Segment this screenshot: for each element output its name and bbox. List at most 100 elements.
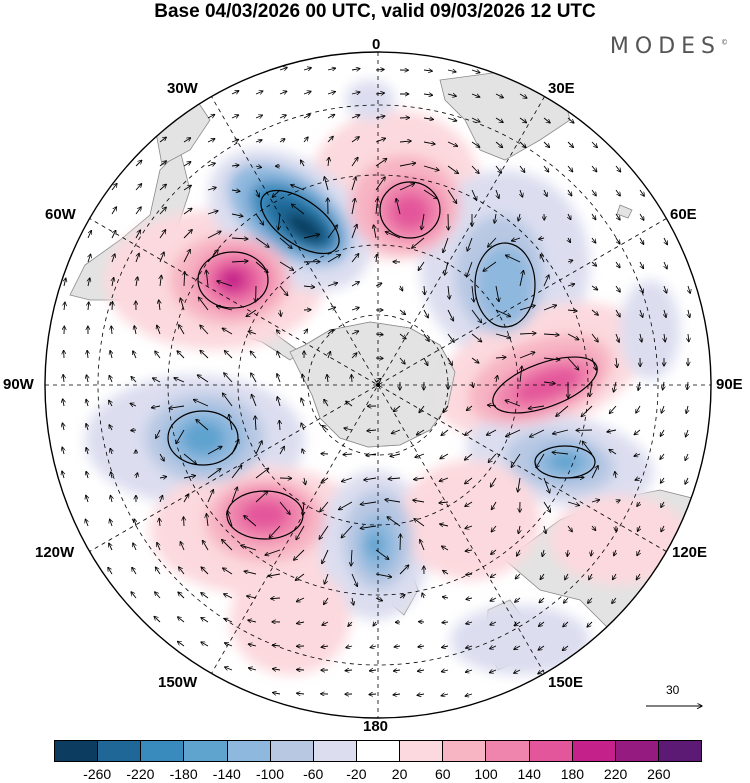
wind-vector bbox=[302, 374, 304, 383]
wind-vector bbox=[198, 297, 209, 311]
wind-vector bbox=[447, 141, 458, 146]
wind-vector bbox=[231, 115, 239, 118]
wind-vector bbox=[394, 646, 401, 647]
wind-vector bbox=[304, 329, 308, 335]
meridian-120e-60w bbox=[89, 218, 667, 552]
wind-vector bbox=[157, 542, 160, 551]
wind-vector bbox=[543, 501, 551, 512]
wind-vector bbox=[591, 466, 598, 479]
wind-vector bbox=[327, 92, 335, 95]
wind-vector bbox=[609, 449, 617, 455]
wind-vector bbox=[301, 160, 305, 167]
wind-vector bbox=[112, 254, 115, 263]
wind-vector bbox=[255, 491, 268, 503]
wind-vector bbox=[592, 525, 596, 531]
wind-vector bbox=[207, 469, 221, 479]
wind-vector bbox=[183, 138, 191, 143]
wind-vector bbox=[135, 207, 141, 215]
pale-pos-patch-150e bbox=[400, 460, 540, 580]
wind-vector bbox=[255, 416, 256, 431]
wind-vector bbox=[341, 477, 353, 482]
wind-vector bbox=[447, 333, 454, 342]
wind-vector bbox=[364, 478, 377, 480]
wind-vector bbox=[416, 429, 425, 435]
wind-vector bbox=[393, 405, 401, 412]
wind-vector bbox=[664, 261, 667, 269]
colorbar-swatch bbox=[400, 741, 444, 761]
wind-vector bbox=[62, 447, 64, 455]
wind-vector bbox=[135, 253, 139, 263]
wind-vector bbox=[88, 278, 90, 287]
wind-vector bbox=[582, 441, 593, 455]
lon-label-90w: 90W bbox=[3, 376, 34, 393]
wind-vector bbox=[491, 549, 497, 554]
wind-vector bbox=[351, 224, 357, 239]
wind-vector bbox=[540, 573, 545, 580]
wind-vector bbox=[351, 549, 352, 566]
pos-core-140w bbox=[241, 500, 289, 530]
wind-vector bbox=[375, 334, 383, 335]
wind-vector bbox=[345, 670, 353, 671]
wind-vector bbox=[660, 453, 665, 459]
wind-vector bbox=[467, 261, 473, 277]
wind-vector bbox=[447, 309, 454, 321]
wind-vector bbox=[490, 646, 497, 649]
wind-vector bbox=[351, 573, 357, 587]
wind-vector bbox=[539, 597, 545, 603]
wind-vector bbox=[615, 333, 619, 342]
wind-vector bbox=[269, 525, 281, 538]
wind-vector bbox=[110, 519, 112, 527]
wind-vector bbox=[423, 165, 439, 170]
wind-vector bbox=[279, 446, 284, 455]
wind-vector bbox=[505, 400, 521, 407]
wind-vector bbox=[280, 309, 281, 316]
wind-vector bbox=[248, 644, 257, 646]
wind-vector bbox=[391, 429, 401, 434]
wind-vector bbox=[488, 453, 497, 463]
wind-vector bbox=[109, 375, 112, 383]
wind-vector bbox=[465, 477, 473, 484]
pos-core-90e bbox=[514, 367, 582, 403]
wind-vector bbox=[327, 225, 337, 239]
wind-vector bbox=[304, 477, 306, 485]
wind-vector bbox=[153, 378, 161, 383]
wind-vector bbox=[183, 162, 191, 167]
wind-vector bbox=[543, 275, 549, 287]
wind-vector bbox=[399, 357, 405, 364]
wind-vector bbox=[613, 573, 617, 580]
wind-vector bbox=[277, 351, 280, 359]
wind-vector bbox=[207, 446, 222, 455]
wind-vector bbox=[591, 333, 598, 342]
wind-vector bbox=[255, 140, 262, 142]
pos-core-60w-inner bbox=[220, 269, 246, 291]
wind-vector bbox=[515, 573, 521, 579]
wind-vector bbox=[686, 429, 689, 437]
wind-vector bbox=[159, 453, 164, 461]
wind-vector bbox=[341, 525, 353, 538]
wind-vector bbox=[294, 549, 305, 560]
contour-90e bbox=[492, 356, 598, 414]
wind-vector bbox=[419, 405, 425, 413]
wind-vector bbox=[231, 165, 239, 166]
wind-vector bbox=[248, 331, 257, 334]
wind-vector bbox=[385, 232, 401, 239]
kerguelen-land bbox=[616, 204, 633, 219]
wind-vector bbox=[589, 573, 592, 580]
wind-vector bbox=[112, 302, 113, 311]
wind-vector bbox=[423, 142, 435, 144]
wind-vector bbox=[399, 141, 411, 142]
wind-vector bbox=[591, 285, 598, 290]
wind-vector bbox=[64, 278, 66, 287]
colorbar-swatch bbox=[55, 741, 99, 761]
wind-vector bbox=[544, 189, 547, 196]
wind-vector bbox=[591, 141, 597, 148]
wind-vector bbox=[183, 208, 192, 215]
wind-vector bbox=[159, 161, 166, 167]
wind-vector bbox=[327, 255, 341, 263]
wind-vector bbox=[567, 189, 572, 196]
wind-vector bbox=[466, 405, 473, 411]
wind-vector bbox=[224, 373, 233, 383]
colorbar-swatch bbox=[572, 741, 616, 761]
wind-vector bbox=[229, 414, 233, 431]
wind-vector bbox=[231, 487, 237, 503]
